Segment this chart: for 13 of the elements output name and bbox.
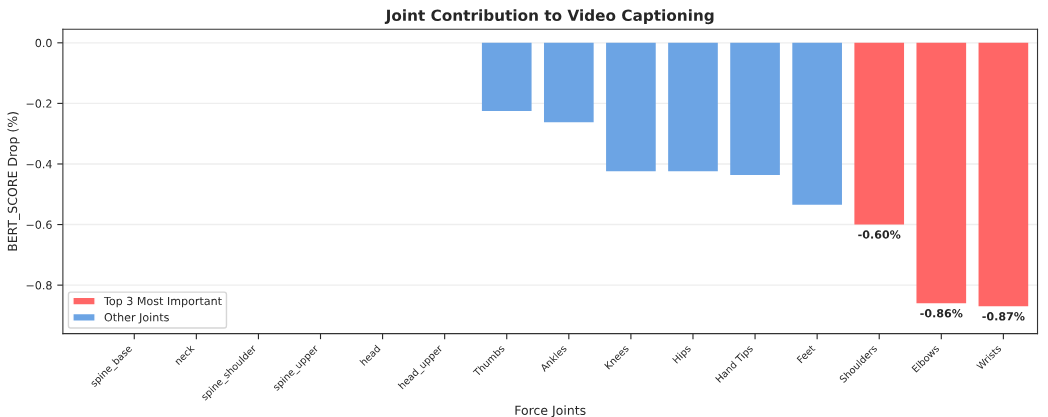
y-axis-title: BERT_SCORE Drop (%) <box>7 112 20 251</box>
x-axis-title: Force Joints <box>515 405 586 417</box>
data-label: -0.60% <box>858 230 901 239</box>
y-tick-label: −0.6 <box>26 220 52 229</box>
chart-title: Joint Contribution to Video Captioning <box>384 9 714 25</box>
y-tick-label: −0.4 <box>26 159 52 169</box>
y-tick-label: −0.8 <box>26 281 52 290</box>
legend-label: Top 3 Most Important <box>103 296 222 308</box>
data-label: -0.87% <box>982 312 1025 321</box>
y-tick-label: 0.0 <box>35 38 52 48</box>
y-tick-label: −0.2 <box>26 99 52 108</box>
legend-label: Other Joints <box>104 312 169 324</box>
data-label: -0.86% <box>920 309 963 318</box>
